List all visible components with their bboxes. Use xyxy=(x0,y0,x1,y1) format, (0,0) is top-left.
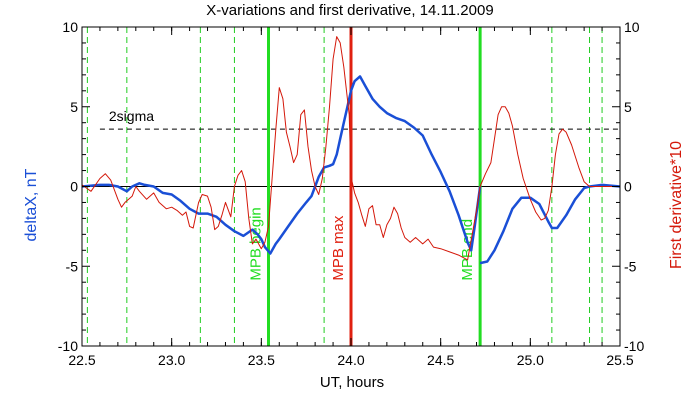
x-tick-label: 23.5 xyxy=(248,352,275,368)
y-axis-label-right: First derivative*10 xyxy=(668,141,685,269)
y-tick-label-left: -10 xyxy=(58,338,78,354)
x-tick-label: 25.0 xyxy=(517,352,544,368)
y-tick-label-right: 5 xyxy=(624,99,632,115)
sigma-label: 2sigma xyxy=(109,108,154,124)
y-tick-label-left: 0 xyxy=(70,179,78,195)
x-tick-label: 22.5 xyxy=(68,352,95,368)
y-tick-label-right: 10 xyxy=(624,19,640,35)
x-tick-label: 23.0 xyxy=(158,352,185,368)
y-tick-label-left: 10 xyxy=(62,19,78,35)
x-tick-label: 25.5 xyxy=(606,352,633,368)
chart-title: X-variations and first derivative, 14.11… xyxy=(206,2,493,19)
marker-label: MPB max xyxy=(330,215,347,281)
y-tick-label-right: -5 xyxy=(624,258,637,274)
series-line xyxy=(479,183,621,265)
marker-label: MPB begin xyxy=(248,207,265,280)
series-line xyxy=(81,36,620,261)
series-line xyxy=(81,75,482,255)
y-tick-label-right: -10 xyxy=(624,338,644,354)
y-axis-label-left: deltaX, nT xyxy=(23,168,40,241)
y-tick-label-left: -5 xyxy=(66,258,79,274)
y-tick-label-right: 0 xyxy=(624,179,632,195)
y-tick-label-left: 5 xyxy=(70,99,78,115)
x-tick-label: 24.0 xyxy=(337,352,364,368)
x-axis-label: UT, hours xyxy=(320,374,384,391)
x-tick-label: 24.5 xyxy=(427,352,454,368)
